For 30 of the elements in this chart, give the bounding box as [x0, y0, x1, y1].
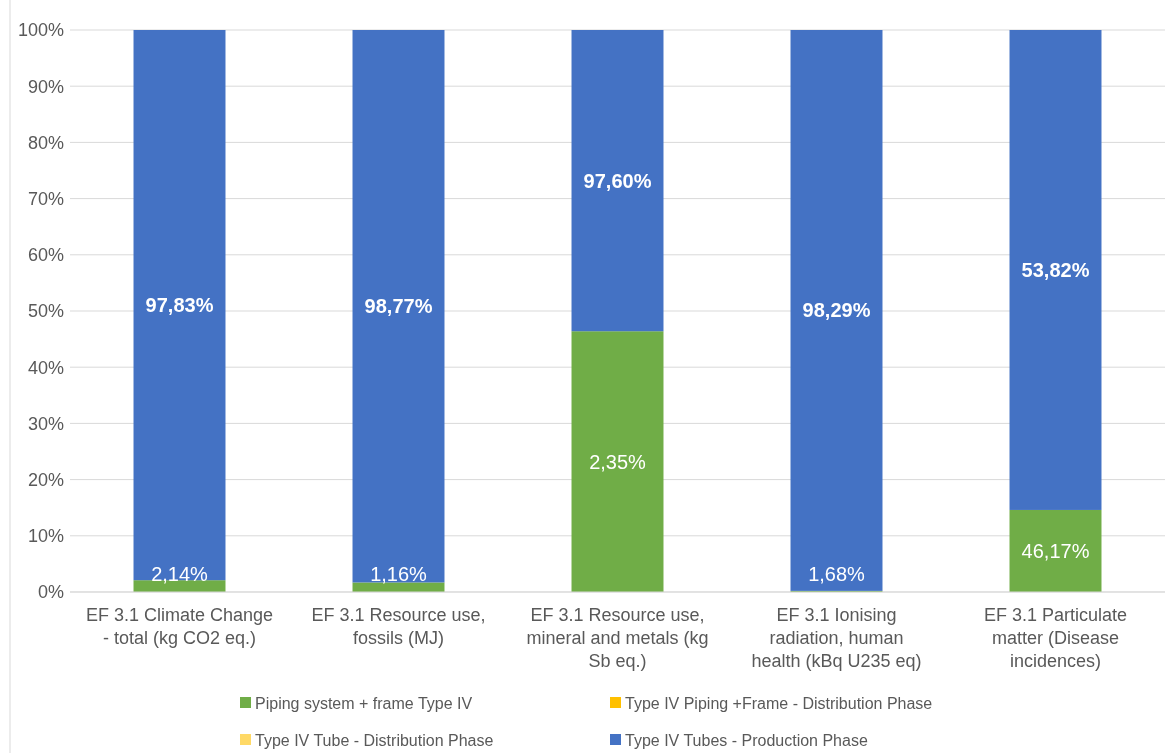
legend-label: Type IV Tube - Distribution Phase — [255, 731, 494, 749]
y-tick-label: 50% — [27, 301, 64, 322]
x-tick-label: EF 3.1 Particulate matter (Disease incidences) — [983, 605, 1128, 671]
y-tick-label: 100% — [17, 20, 64, 41]
annotation: 53,82% — [1021, 258, 1090, 281]
y-tick-label: 10% — [27, 526, 64, 547]
x-tick-label: EF 3.1 Resource use, fossils (MJ) — [311, 605, 486, 648]
x-tick-label: EF 3.1 Resource use, mineral and metals (kg Sb eq.) — [526, 605, 709, 671]
annotation: 98,29% — [802, 299, 871, 322]
annotation: 2,35% — [589, 450, 647, 473]
y-tick-label: 70% — [27, 188, 64, 209]
y-tick-label: 40% — [27, 357, 64, 378]
y-tick-label: 90% — [27, 76, 64, 97]
legend-label: Piping system + frame Type IV — [255, 694, 473, 712]
y-tick-label: 60% — [27, 245, 64, 266]
legend-label: Type IV Piping +Frame - Distribution Phase — [625, 694, 933, 712]
y-tick-label: 20% — [27, 469, 64, 490]
x-tick-label: EF 3.1 Ionising radiation, human health (kBq U235 eq) — [751, 605, 922, 671]
annotation: 98,77% — [364, 295, 433, 318]
annotation: 46,17% — [1021, 539, 1090, 562]
legend-label: Type IV Tubes - Production Phase — [625, 731, 868, 749]
annotation: 2,14% — [151, 563, 209, 585]
annotation: 97,60% — [583, 169, 652, 192]
y-tick-label: 0% — [37, 582, 64, 603]
x-tick-label: EF 3.1 Climate Change - total (kg CO2 eq.) — [85, 605, 274, 648]
annotation: 97,83% — [145, 294, 214, 317]
annotation: 1,16% — [370, 563, 428, 585]
y-tick-label: 80% — [27, 132, 64, 153]
y-tick-label: 30% — [27, 413, 64, 434]
annotation: 1,68% — [808, 563, 866, 585]
